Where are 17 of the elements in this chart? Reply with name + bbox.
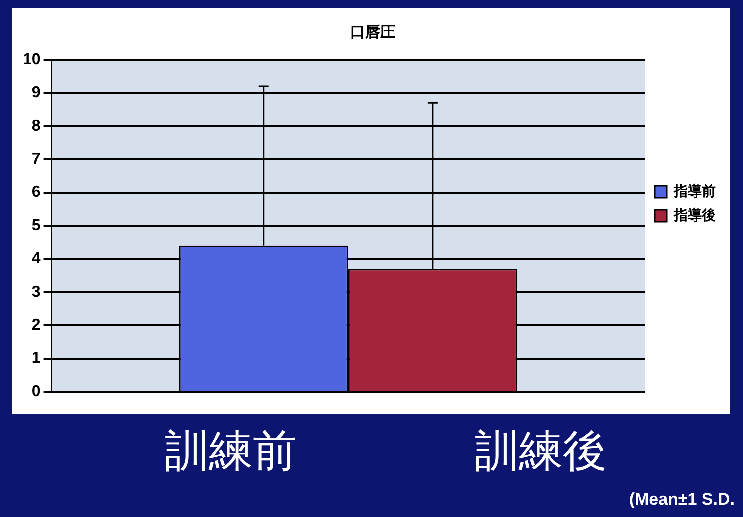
y-tick-label: 5 <box>32 217 41 234</box>
chart-title: 口唇圧 <box>350 24 396 42</box>
y-tick-label: 3 <box>32 284 41 301</box>
text: 訓練前 <box>165 425 297 479</box>
legend-label: 指導後 <box>673 206 716 223</box>
y-tick-label: 7 <box>32 151 41 168</box>
y-tick-label: 0 <box>32 383 41 400</box>
y-tick-label: 2 <box>32 317 41 334</box>
text: 訓練後 <box>475 425 607 479</box>
text: (Mean±1 S.D. <box>629 490 735 510</box>
y-tick-label: 8 <box>32 118 41 135</box>
y-tick-label: 1 <box>32 350 41 368</box>
y-tick-label: 9 <box>32 84 41 102</box>
y-tick-label: 4 <box>32 250 41 268</box>
y-tick-label: 10 <box>23 51 41 68</box>
legend-label: 指導前 <box>673 182 716 199</box>
y-tick-label: 6 <box>32 184 41 202</box>
